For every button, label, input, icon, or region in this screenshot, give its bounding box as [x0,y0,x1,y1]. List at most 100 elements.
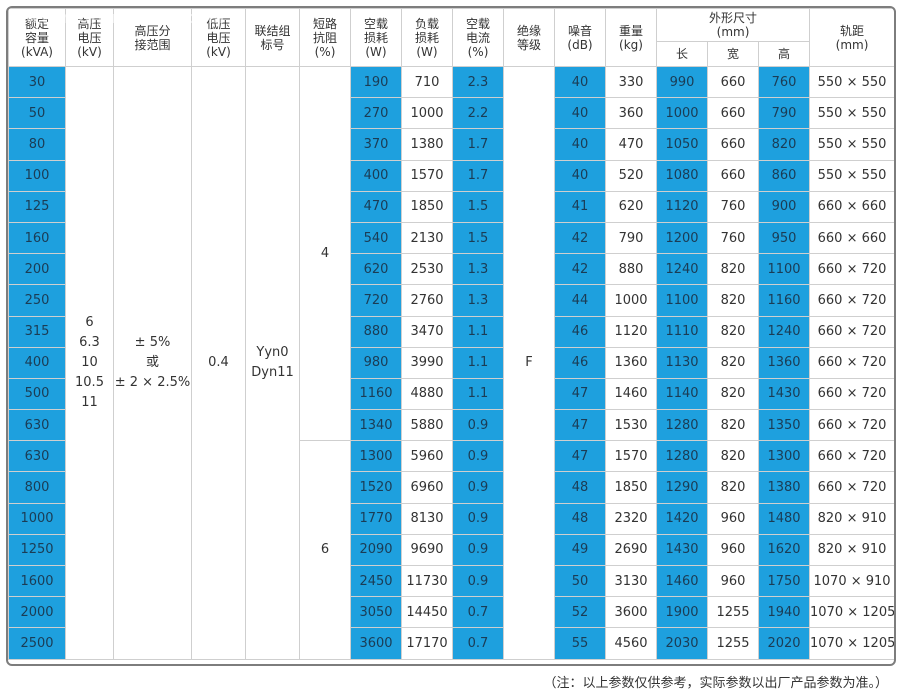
cell-gauge: 820 × 910 [809,502,894,535]
transformer-spec-table: 额定 容量 (kVA) 高压 电压 (kV) 高压分 接范围 低压 电压 (kV) 联结组 标号… [8,8,894,660]
header-line: 额定 [24,16,49,31]
cell-dim-width: 660 [707,159,759,192]
header-line: (%) [467,44,489,59]
spec-table-frame: 额定 容量 (kVA) 高压 电压 (kV) 高压分 接范围 低压 电压 (kV) 联结组 标号… [6,6,896,666]
cell-dim-height: 760 [757,65,811,99]
header-line: 空载 [363,16,388,31]
cell-load-loss: 3470 [401,315,453,348]
header-line: 高压 [77,16,102,31]
cell-weight: 1460 [605,377,657,411]
table-row: 1000 1770 8130 0.9 48 2320 1420 960 1480 820 × 91… [8,502,894,535]
cell-noload-current: 0.7 [452,627,504,660]
cell-dim-length: 1200 [656,221,708,255]
cell-dim-length: 1900 [656,596,708,629]
header-line: 等级 [516,37,541,52]
cell-weight: 880 [605,253,657,286]
cell-capacity: 800 [8,471,66,504]
header-line: (kVA) [21,44,53,59]
cell-tap-range-line: 或 [145,354,159,370]
cell-dim-length: 1460 [656,564,708,598]
header-line: 短路 [312,16,337,31]
cell-dim-length: 1110 [656,315,708,348]
cell-noise: 44 [554,284,606,317]
cell-capacity: 1600 [8,564,66,598]
cell-dim-height: 1430 [757,377,811,411]
cell-weight: 520 [605,159,657,192]
cell-dim-width: 760 [707,221,759,255]
cell-capacity: 2000 [8,596,66,629]
table-row: 200 620 2530 1.3 42 880 1240 820 1100 660 × 720 [8,253,894,286]
cell-capacity: 30 [8,65,66,99]
cell-gauge: 660 × 720 [809,440,894,473]
cell-load-loss: 5880 [401,409,453,442]
header-line: 接范围 [134,37,171,52]
header-line: 高压分 [134,23,171,38]
cell-dim-height: 1100 [757,253,811,286]
cell-weight: 1120 [605,315,657,348]
cell-noise: 46 [554,315,606,348]
header-line: (dB) [567,37,593,52]
cell-weight: 620 [605,190,657,223]
table-row: 100 400 1570 1.7 40 520 1080 660 860 550 × 550 [8,159,894,192]
cell-noload-loss: 620 [350,253,402,286]
table-row: 315 880 3470 1.1 46 1120 1110 820 1240 660 × 720 [8,315,894,348]
cell-dim-width: 960 [707,564,759,598]
cell-noload-loss: 2090 [350,533,402,567]
cell-capacity: 50 [8,97,66,130]
cell-weight: 1000 [605,284,657,317]
header-line: (mm) [835,37,869,52]
table-row: 80 370 1380 1.7 40 470 1050 660 820 550 × 550 [8,128,894,161]
header-lv-voltage: 低压 电压 (kV) [191,8,246,67]
header-noload-loss: 空载 损耗 (W) [350,8,402,67]
cell-noload-loss: 540 [350,221,402,255]
cell-weight: 470 [605,128,657,161]
cell-dim-height: 2020 [757,627,811,660]
cell-dim-height: 1620 [757,533,811,567]
cell-dim-height: 1240 [757,315,811,348]
header-line: 空载 [465,16,490,31]
cell-weight: 1360 [605,346,657,379]
cell-noload-current: 1.1 [452,315,504,348]
cell-dim-length: 1000 [656,97,708,130]
cell-tap-range: ± 5% 或 ± 2 × 2.5% [113,66,192,660]
cell-dim-height: 900 [757,190,811,223]
cell-gauge: 550 × 550 [809,128,894,161]
cell-load-loss: 1850 [401,190,453,223]
cell-gauge: 550 × 550 [809,97,894,130]
cell-noload-current: 2.3 [452,65,504,99]
cell-vector-group: Yyn0 Dyn11 [245,66,300,660]
header-line: 损耗 [414,30,439,45]
cell-hv-voltage-line: 10 [81,354,98,370]
cell-gauge: 1070 × 910 [809,564,894,598]
header-line: 损耗 [363,30,388,45]
header-line: (%) [314,44,336,59]
cell-gauge: 660 × 720 [809,471,894,504]
cell-dim-length: 2030 [656,627,708,660]
cell-hv-voltage-line: 6 [85,314,94,330]
header-line: (W) [365,44,387,59]
cell-gauge: 660 × 720 [809,253,894,286]
cell-lv-voltage: 0.4 [191,66,246,660]
cell-dim-height: 1300 [757,440,811,473]
cell-vector-group-line: Yyn0 [256,344,289,360]
cell-weight: 1850 [605,471,657,504]
cell-noload-current: 1.3 [452,253,504,286]
header-capacity: 额定 容量 (kVA) [8,8,66,67]
cell-dim-width: 820 [707,284,759,317]
cell-dim-width: 820 [707,471,759,504]
header-vector-group: 联结组 标号 [245,8,300,67]
cell-dim-width: 660 [707,128,759,161]
cell-dim-length: 1130 [656,346,708,379]
cell-load-loss: 710 [401,65,453,99]
header-hv-voltage: 高压 电压 (kV) [65,8,114,67]
header-line: 抗阻 [312,30,337,45]
header-line: (mm) [716,25,750,39]
cell-dim-width: 820 [707,377,759,411]
table-row: 1250 2090 9690 0.9 49 2690 1430 960 1620 820 × 91… [8,533,894,567]
table-row: 2000 3050 14450 0.7 52 3600 1900 1255 1940 1070 ×… [8,596,894,629]
cell-noload-loss: 980 [350,346,402,379]
table-row: 500 1160 4880 1.1 47 1460 1140 820 1430 660 × 720 [8,377,894,411]
cell-insulation: F [503,66,555,660]
watermark-text: www.morong-elec.com [10,8,225,27]
cell-load-loss: 2130 [401,221,453,255]
